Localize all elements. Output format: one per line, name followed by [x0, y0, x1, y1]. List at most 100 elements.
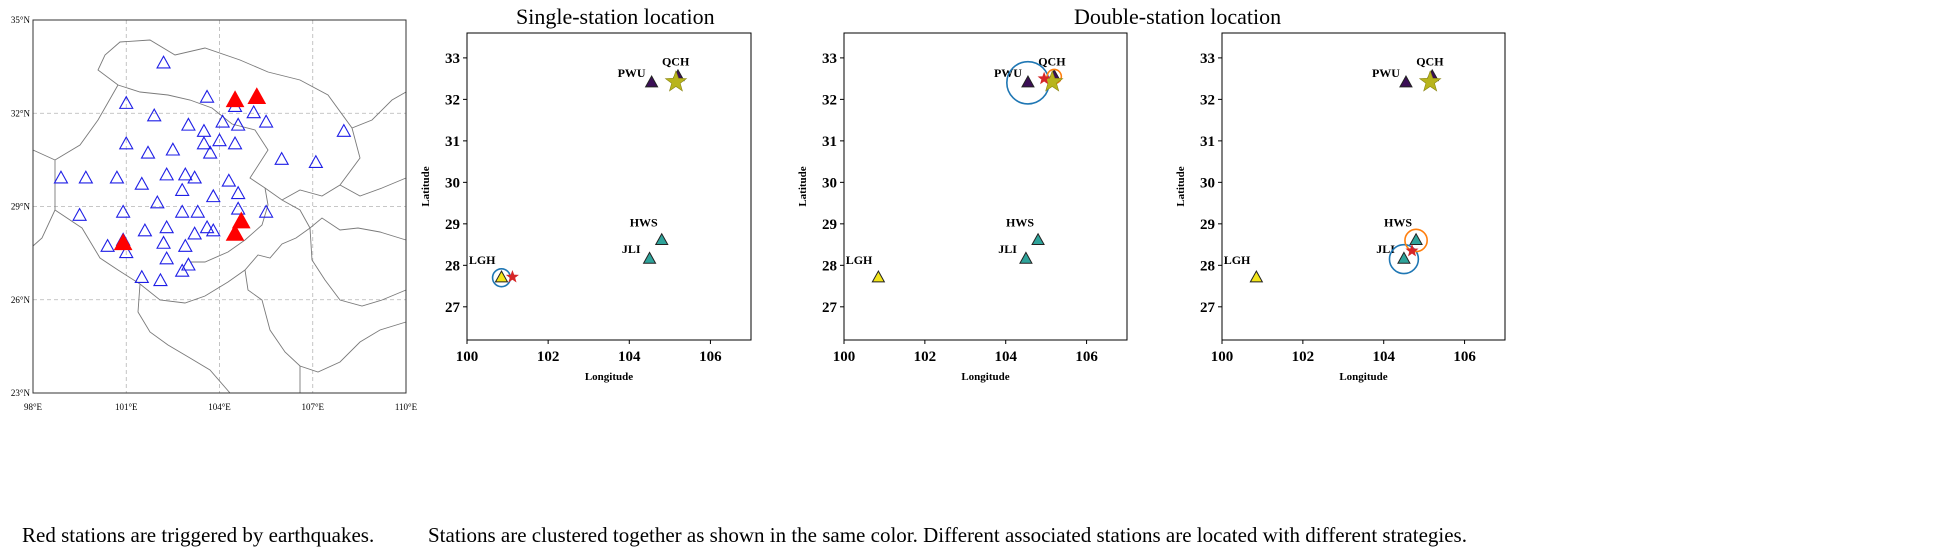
estimated-location-star — [505, 270, 519, 283]
map-station-marker — [134, 176, 150, 190]
xtick-label: 106 — [1453, 349, 1476, 365]
map-triggered-station-marker — [113, 233, 133, 251]
ytick-label: 32 — [445, 92, 460, 108]
map-station-marker — [205, 222, 221, 237]
xtick-label: 102 — [1292, 349, 1315, 365]
single-station-panel: 100 102 104 106 27 28 29 30 31 32 33 Longitude Latit… — [420, 32, 752, 383]
map-station-marker — [336, 123, 352, 137]
map-station-marker — [227, 135, 243, 150]
map-station-marker — [180, 257, 196, 271]
map-ytick-label: 35°N — [11, 15, 31, 25]
map-triggered-station-marker — [247, 87, 267, 105]
map-station-marker — [274, 151, 290, 165]
map-station-marker — [221, 173, 237, 187]
map-station-marker — [156, 55, 171, 69]
map-station-marker — [159, 167, 175, 181]
map-boundary-line — [190, 187, 269, 263]
ytick-label: 27 — [445, 300, 461, 316]
ytick-label: 28 — [1200, 258, 1215, 274]
map-station-marker — [118, 95, 134, 109]
true-epicenter-star — [1418, 70, 1442, 92]
station-marker-jli — [642, 251, 657, 264]
station-marker-pwu — [1021, 75, 1035, 88]
ytick-label: 30 — [1200, 175, 1215, 191]
map-boundary-line — [32, 149, 56, 247]
map-station-marker — [149, 195, 165, 209]
map-ytick-label: 32°N — [11, 108, 31, 118]
map-station-marker — [174, 263, 190, 277]
map-station-marker — [246, 104, 262, 119]
map-frame — [32, 19, 407, 394]
map-station-marker — [187, 226, 203, 240]
station-marker-lgh — [871, 270, 886, 283]
map-station-marker — [196, 123, 212, 137]
map-xtick-label: 104°E — [208, 402, 231, 412]
ytick-label: 30 — [822, 175, 837, 191]
map-boundary-line — [97, 39, 361, 201]
map-station-marker — [212, 132, 227, 147]
xtick-label: 104 — [618, 349, 641, 365]
x-axis-label: Longitude — [585, 371, 633, 383]
single-station-title: Single-station location — [516, 4, 715, 29]
ytick-label: 31 — [822, 134, 837, 150]
map-station-marker — [78, 170, 94, 184]
ytick-label: 27 — [822, 300, 838, 316]
map-station-marker — [258, 204, 274, 218]
station-marker-hws — [654, 232, 669, 246]
map-station-marker — [109, 170, 125, 184]
map-xtick-label: 98°E — [24, 402, 43, 412]
station-label-lgh: LGH — [1224, 253, 1251, 267]
map-station-marker — [308, 154, 324, 168]
station-label-jli: JLI — [1376, 242, 1395, 256]
map-station-marker — [199, 89, 215, 103]
map-ytick-label: 29°N — [11, 202, 31, 212]
ytick-label: 29 — [1200, 217, 1215, 233]
map-station-marker — [140, 145, 156, 159]
estimated-location-star — [1405, 243, 1419, 257]
ytick-label: 29 — [822, 217, 837, 233]
station-label-pwu: PWU — [1372, 66, 1400, 80]
map-ytick-label: 23°N — [11, 388, 31, 398]
map-xtick-label: 107°E — [301, 402, 324, 412]
x-axis-label: Longitude — [961, 371, 1009, 383]
map-station-marker — [156, 235, 171, 249]
station-label-pwu: PWU — [618, 66, 646, 80]
map-station-marker — [174, 204, 190, 218]
map-caption: Red stations are triggered by earthquake… — [22, 523, 375, 547]
map-boundary-line — [339, 177, 407, 197]
double-station-title: Double-station location — [1074, 4, 1282, 29]
station-label-pwu: PWU — [994, 66, 1022, 80]
xtick-label: 104 — [994, 349, 1017, 365]
map-station-marker — [137, 222, 153, 237]
map-boundary-line — [54, 84, 119, 161]
ytick-label: 33 — [445, 51, 460, 67]
station-label-qch: QCH — [1038, 55, 1066, 69]
xtick-label: 106 — [1075, 349, 1098, 365]
map-station-marker — [134, 269, 150, 283]
map-triggered-station-marker — [225, 223, 245, 241]
map-station-marker — [100, 238, 116, 252]
y-axis-label: Latitude — [1175, 166, 1187, 206]
map-station-marker — [115, 204, 131, 218]
station-label-lgh: LGH — [469, 253, 496, 267]
xtick-label: 100 — [456, 349, 479, 365]
map-station-marker — [215, 114, 231, 128]
station-label-hws: HWS — [1006, 215, 1034, 229]
station-marker-lgh — [494, 270, 509, 283]
estimated-location-star — [1037, 71, 1051, 85]
map-ytick-label: 26°N — [11, 295, 31, 305]
station-marker-lgh — [1249, 270, 1264, 283]
station-label-jli: JLI — [622, 242, 641, 256]
map-station-marker — [230, 117, 246, 131]
plot-frame — [843, 32, 1128, 341]
double-station-panel-a: 100 102 104 106 27 28 29 30 31 32 33 Longitude Latit… — [797, 32, 1128, 383]
station-marker-jli — [1019, 251, 1033, 264]
station-label-qch: QCH — [662, 55, 690, 69]
x-axis-label: Longitude — [1339, 371, 1387, 383]
ytick-label: 32 — [822, 92, 837, 108]
map-station-marker — [118, 244, 134, 259]
xtick-label: 106 — [699, 349, 722, 365]
plot-frame — [466, 32, 752, 341]
xtick-label: 100 — [1211, 349, 1234, 365]
